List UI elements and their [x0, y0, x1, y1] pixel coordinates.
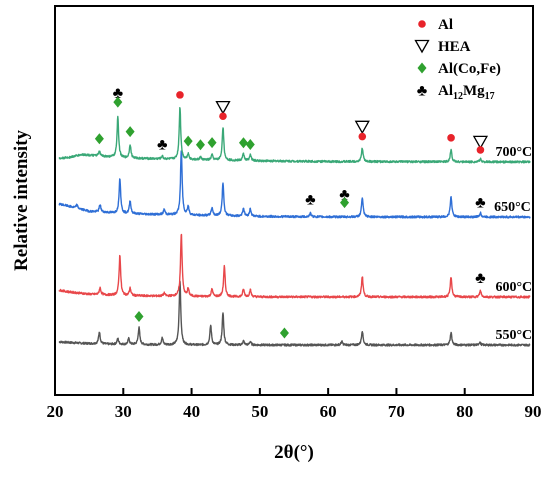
legend-symbol-red-circle	[418, 20, 426, 28]
alcofe-marker	[238, 137, 248, 149]
temp-label-600c: 600°C	[495, 280, 532, 295]
al-marker	[476, 146, 485, 154]
almg-marker: ♣	[475, 195, 486, 212]
x-tick-label: 70	[388, 402, 405, 421]
series-line-700c	[58, 107, 531, 164]
chart-axes: 20 30 40 50 60 70 80 90 2θ(°) Relative intensity	[11, 5, 542, 463]
al-marker	[358, 132, 367, 141]
x-tick-label: 60	[320, 402, 337, 421]
alcofe-marker	[195, 139, 205, 151]
y-axis-label: Relative intensity	[11, 130, 32, 271]
temperature-label-layer: 550°C 600°C 650°C 700°C	[494, 145, 532, 343]
hea-marker	[215, 100, 231, 115]
temp-label-550c: 550°C	[495, 328, 532, 343]
series-line-600c	[58, 233, 531, 299]
legend-label: Al12Mg17	[438, 83, 495, 102]
temp-label-700c: 700°C	[495, 145, 532, 160]
series-layer	[58, 107, 531, 347]
x-tick-label: 30	[115, 402, 132, 421]
al-marker	[219, 112, 227, 121]
x-tick-label: 80	[456, 402, 473, 421]
legend-symbol-club: ♣	[417, 83, 428, 100]
legend-symbol-green-diamond	[417, 62, 427, 74]
legend-label: Al	[438, 17, 453, 33]
alcofe-marker	[134, 310, 144, 322]
alcofe-marker	[125, 126, 135, 138]
x-tick-label: 20	[47, 402, 64, 421]
x-axis-label: 2θ(°)	[274, 442, 314, 463]
plot-frame	[54, 5, 534, 396]
series-line-650c	[58, 150, 531, 219]
alcofe-marker	[207, 137, 217, 149]
hea-marker	[472, 135, 489, 150]
series-line-550c	[58, 280, 531, 347]
legend-label: Al(Co,Fe)	[438, 61, 501, 77]
almg-marker: ♣	[305, 192, 316, 209]
legend-symbol-open-triangle	[414, 39, 430, 54]
legend-label: HEA	[438, 39, 471, 55]
temp-label-650c: 650°C	[494, 200, 531, 215]
hea-marker	[354, 120, 370, 135]
x-tick-label: 90	[525, 402, 542, 421]
legend: Al HEA Al(Co,Fe) ♣ Al12Mg17	[414, 17, 501, 102]
peak-marker-layer: ♣ ♣ ♣ ♣ ♣ ♣	[94, 85, 489, 339]
almg-marker: ♣	[113, 85, 124, 102]
alcofe-marker	[245, 139, 255, 151]
alcofe-marker	[183, 135, 193, 147]
al-marker	[176, 91, 184, 99]
alcofe-marker	[340, 197, 350, 209]
alcofe-marker	[113, 96, 123, 108]
x-tick-label: 40	[183, 402, 200, 421]
al-marker	[447, 134, 455, 142]
almg-marker: ♣	[157, 136, 168, 153]
x-tick-label: 50	[251, 402, 268, 421]
almg-marker: ♣	[475, 270, 486, 287]
alcofe-marker	[94, 133, 104, 145]
alcofe-marker	[279, 327, 289, 339]
almg-marker: ♣	[339, 187, 350, 204]
